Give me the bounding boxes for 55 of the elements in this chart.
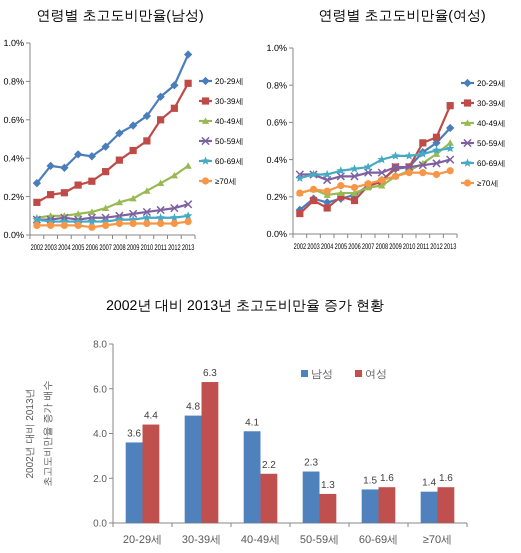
y-tick-label: 8.0 [93,340,108,350]
data-label: 1.6 [380,473,394,484]
data-label: 4.1 [245,417,260,428]
data-label: 1.3 [320,480,336,491]
y-tick-label: 6.0 [93,384,108,396]
y-tick-label: 0.4% [3,153,24,164]
legend-label: 30-39세 [477,99,506,108]
x-tick-label: 60-69세 [358,534,398,546]
legend-label: 60-69세 [477,159,506,168]
legend-label: 남성 [311,368,333,380]
chart-title: 2002년 대비 2013년 초고도비만율 증가 현황 [106,297,384,313]
data-label: 2.2 [262,460,276,471]
y-tick-label: 2.0 [93,474,108,485]
legend-label: ≥70세 [215,177,236,186]
legend-label: 40-49세 [215,117,244,126]
y-tick-label: 1.0% [3,38,24,48]
y-tick-label: 0.0% [3,230,24,240]
legend-label: 30-39세 [215,97,244,106]
x-tick-label: ≥70세 [422,534,452,546]
data-label: 1.4 [422,478,436,489]
chart-title: 연령별 초고도비만율(남성) [36,7,204,23]
y-tick-label: 0.0 [93,518,108,530]
y-tick-label: 0.8% [3,76,24,87]
chart-title: 연령별 초고도비만율(여성) [318,7,486,23]
x-tick-label: 2013 [182,243,200,252]
x-tick-label: 50-59세 [300,534,340,546]
y-tick-label: 0.2% [266,192,287,202]
x-tick-label: 40-49세 [240,534,280,546]
data-label: 3.6 [127,428,142,440]
y-axis-title: 2002년 대비 2013년 초고도비만율 증가 배수 [25,380,54,486]
y-tick-label: 0.6% [266,118,287,128]
legend-label: 50-59세 [477,139,506,148]
data-label: 1.5 [363,475,378,486]
data-label: 2.3 [304,458,318,469]
y-tick-label: 0.6% [3,114,24,125]
y-tick-label: 0.0% [266,229,287,240]
x-tick-label: 2013 [444,242,462,251]
data-label: 4.4 [144,410,158,422]
y-tick-label: 0.4% [266,154,287,165]
x-tick-label: 20-29세 [122,534,162,546]
legend-label: 여성 [365,368,387,380]
y-tick-label: 4.0 [93,429,108,440]
legend-label: 50-59세 [215,137,244,146]
legend-label: ≥70세 [477,179,498,188]
legend-label: 40-49세 [477,119,506,128]
data-label: 4.8 [186,402,200,413]
y-tick-label: 1.0% [266,43,287,54]
x-tick-label: 30-39세 [182,534,222,546]
y-tick-label: 0.8% [266,80,287,90]
y-tick-label: 0.2% [3,192,24,202]
legend-label: 20-29세 [477,79,506,88]
legend-label: 20-29세 [215,77,244,86]
data-label: 6.3 [202,368,218,380]
data-label: 1.6 [438,473,454,484]
legend-label: 60-69세 [215,157,244,166]
